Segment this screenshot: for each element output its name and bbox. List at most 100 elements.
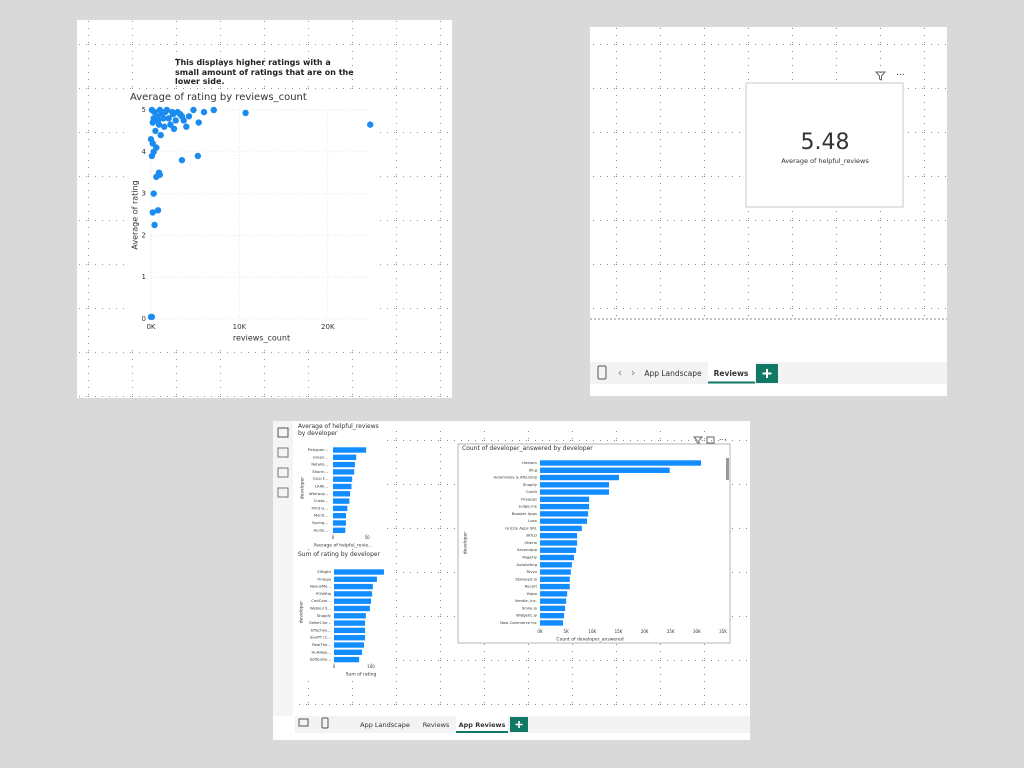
page-tab[interactable]: App Landscape [360, 721, 410, 729]
bar[interactable] [540, 547, 577, 553]
bar[interactable] [333, 520, 346, 526]
bar[interactable] [333, 483, 352, 490]
point[interactable] [150, 190, 157, 197]
point[interactable] [161, 123, 168, 130]
point[interactable] [150, 115, 157, 122]
bar[interactable] [540, 511, 589, 517]
point[interactable] [242, 109, 249, 117]
report-icon[interactable] [277, 427, 289, 438]
bar[interactable] [540, 533, 578, 539]
scrollbar[interactable] [726, 458, 729, 480]
bar[interactable] [540, 518, 588, 524]
dax-icon[interactable] [277, 487, 289, 498]
mobile-icon[interactable] [597, 365, 607, 380]
bar[interactable] [540, 474, 619, 481]
point[interactable] [151, 221, 158, 229]
bar[interactable] [540, 605, 566, 612]
point[interactable] [160, 115, 167, 122]
bar[interactable] [333, 505, 348, 512]
point[interactable] [165, 115, 172, 122]
bar[interactable] [333, 461, 355, 468]
point[interactable] [153, 144, 160, 151]
bar[interactable] [540, 583, 570, 590]
point[interactable] [152, 127, 159, 135]
model-icon[interactable] [277, 467, 289, 478]
point[interactable] [167, 121, 174, 128]
bar[interactable] [540, 525, 582, 532]
point[interactable] [161, 108, 169, 116]
mobile-icon[interactable] [321, 717, 329, 729]
point[interactable] [190, 106, 197, 114]
point[interactable] [154, 207, 162, 214]
point[interactable] [178, 156, 186, 164]
bar[interactable] [334, 620, 366, 626]
page-tab[interactable]: Reviews [714, 369, 749, 378]
point[interactable] [185, 113, 193, 120]
point[interactable] [148, 152, 156, 160]
bar[interactable] [334, 656, 360, 663]
bar[interactable] [540, 562, 572, 568]
bar[interactable] [540, 576, 570, 583]
bar[interactable] [540, 467, 670, 473]
point[interactable] [155, 121, 163, 128]
bar[interactable] [333, 491, 351, 497]
bar[interactable] [334, 576, 377, 582]
point[interactable] [170, 125, 178, 133]
filter-icon[interactable] [692, 436, 704, 445]
bar[interactable] [540, 612, 565, 619]
bar[interactable] [334, 642, 364, 648]
bar[interactable] [540, 620, 564, 626]
bar[interactable] [540, 496, 590, 503]
point[interactable] [169, 108, 176, 116]
point[interactable] [157, 131, 164, 139]
nav-arrows[interactable] [618, 370, 635, 376]
bar[interactable] [540, 503, 590, 510]
bar[interactable] [334, 635, 366, 641]
point[interactable] [172, 117, 179, 124]
bar[interactable] [334, 569, 384, 575]
filter-icon[interactable] [874, 71, 887, 81]
point[interactable] [153, 173, 160, 181]
bar[interactable] [334, 591, 373, 597]
more-icon[interactable]: ··· [896, 71, 905, 81]
bar[interactable] [540, 591, 568, 597]
desktop-icon[interactable] [298, 718, 309, 727]
bar[interactable] [334, 649, 363, 655]
point[interactable] [367, 121, 374, 128]
focus-icon[interactable] [706, 436, 715, 444]
point[interactable] [178, 113, 186, 120]
bar[interactable] [540, 569, 571, 575]
bar[interactable] [333, 513, 346, 519]
point[interactable] [200, 108, 208, 116]
bar[interactable] [540, 460, 702, 466]
bar[interactable] [333, 476, 353, 482]
point[interactable] [210, 106, 217, 114]
bar[interactable] [540, 540, 578, 546]
bar[interactable] [540, 598, 567, 604]
bar[interactable] [540, 489, 610, 495]
table-icon[interactable] [277, 447, 289, 458]
bar[interactable] [334, 598, 371, 604]
page-tab[interactable]: App Landscape [644, 369, 702, 378]
bar[interactable] [334, 605, 370, 612]
bar[interactable] [540, 554, 574, 561]
bar[interactable] [334, 583, 373, 590]
point[interactable] [148, 106, 156, 114]
page-tab[interactable]: Reviews [423, 721, 450, 729]
page-tab[interactable]: App Reviews [459, 721, 506, 729]
point[interactable] [149, 209, 156, 216]
bar[interactable] [540, 482, 610, 488]
card[interactable] [745, 82, 904, 208]
bar[interactable] [333, 447, 367, 453]
bar[interactable] [333, 527, 346, 533]
more-icon[interactable]: ··· [719, 436, 727, 445]
point[interactable] [147, 136, 155, 143]
bar[interactable] [333, 454, 357, 460]
bar[interactable] [333, 469, 355, 475]
point[interactable] [183, 123, 190, 130]
bar[interactable] [334, 627, 366, 634]
bar[interactable] [333, 498, 350, 504]
point[interactable] [195, 119, 202, 126]
point[interactable] [148, 313, 156, 321]
bar[interactable] [334, 613, 366, 619]
